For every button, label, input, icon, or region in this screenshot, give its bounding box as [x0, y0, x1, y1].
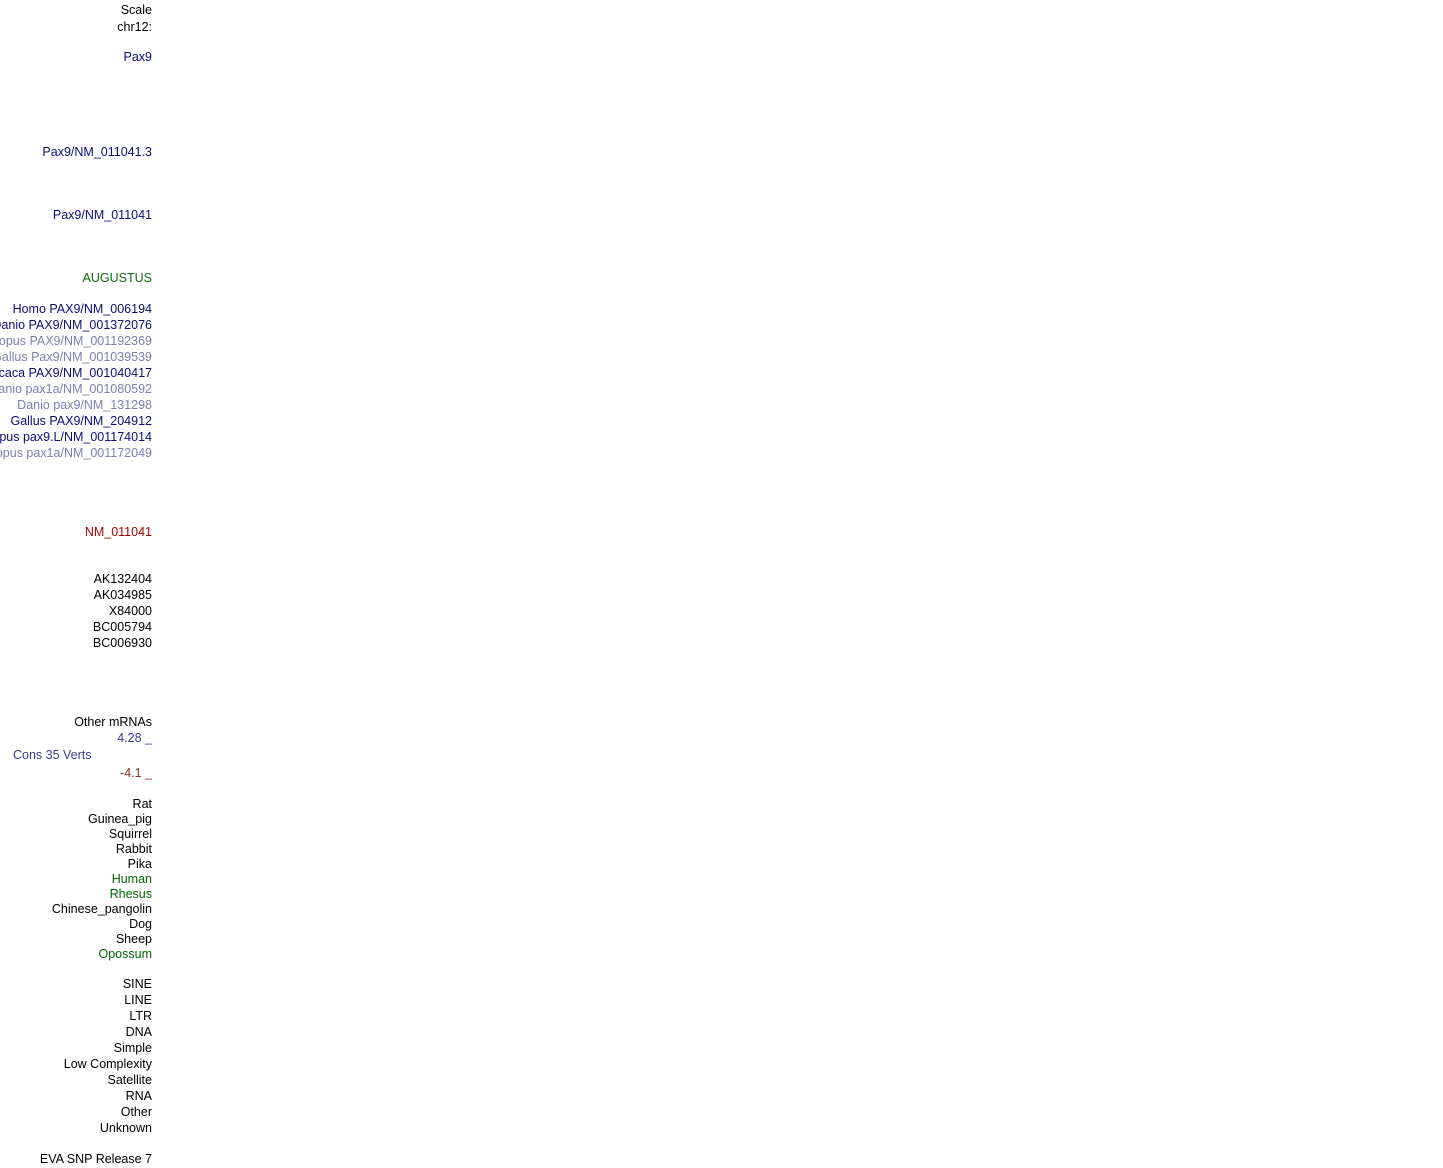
- other-refseq-item[interactable]: Danio pax1a/NM_001080592: [0, 382, 152, 396]
- repeat-class-item[interactable]: Simple: [113, 1041, 152, 1055]
- repeat-class-item[interactable]: DNA: [125, 1025, 152, 1039]
- mrna-item[interactable]: X84000: [108, 604, 152, 618]
- other-refseq-item[interactable]: Danio pax9/NM_131298: [17, 398, 152, 412]
- repeat-class-item[interactable]: LINE: [124, 993, 152, 1007]
- species-item[interactable]: Rat: [132, 797, 152, 811]
- repeat-class-item[interactable]: Satellite: [107, 1073, 152, 1087]
- species-item[interactable]: Opossum: [98, 947, 153, 961]
- other-refseq-item[interactable]: Macaca PAX9/NM_001040417: [0, 366, 152, 380]
- species-item[interactable]: Dog: [129, 917, 152, 931]
- scale-label: Scale: [120, 3, 152, 17]
- repeat-class-item[interactable]: Unknown: [99, 1121, 152, 1135]
- other-mrnas-label[interactable]: Other mRNAs: [74, 715, 152, 729]
- species-item[interactable]: Sheep: [115, 932, 152, 946]
- species-item[interactable]: Rhesus: [109, 887, 152, 901]
- other-refseq-item[interactable]: Danio PAX9/NM_001372076: [0, 318, 152, 332]
- other-refseq-item[interactable]: Gallus Pax9/NM_001039539: [0, 350, 152, 364]
- refseq-mrna-label[interactable]: NM_011041: [84, 525, 152, 539]
- mrna-item[interactable]: AK034985: [93, 588, 152, 602]
- species-item[interactable]: Squirrel: [108, 827, 152, 841]
- chrom-label: chr12:: [117, 20, 152, 34]
- mrna-item[interactable]: BC005794: [92, 620, 152, 634]
- track-label-panel: Scale chr12: Pax9 Pax9/NM_011041.3 Pax9/…: [0, 0, 152, 1168]
- track-data-area[interactable]: [152, 0, 1443, 1168]
- species-item[interactable]: Rabbit: [115, 842, 152, 856]
- augustus-label[interactable]: AUGUSTUS: [82, 271, 152, 285]
- mrna-item[interactable]: AK132404: [93, 572, 152, 586]
- other-refseq-item[interactable]: Xenopus pax9.L/NM_001174014: [0, 430, 152, 444]
- other-refseq-item[interactable]: Gallus PAX9/NM_204912: [10, 414, 152, 428]
- repeat-class-item[interactable]: LTR: [129, 1009, 152, 1023]
- species-item[interactable]: Chinese_pangolin: [51, 902, 152, 916]
- mrna-item[interactable]: BC006930: [92, 636, 152, 650]
- cons-track-name[interactable]: Cons 35 Verts: [13, 748, 92, 762]
- repeat-class-item[interactable]: RNA: [125, 1089, 152, 1103]
- species-item[interactable]: Human: [111, 872, 152, 886]
- other-refseq-item[interactable]: Xenopus PAX9/NM_001192369: [0, 334, 152, 348]
- refseq-curated-label[interactable]: Pax9/NM_011041.3: [42, 145, 152, 159]
- species-item[interactable]: Pika: [127, 857, 152, 871]
- refseq-all-label[interactable]: Pax9/NM_011041: [52, 208, 152, 222]
- cons-max-label: 4.28 _: [117, 731, 152, 745]
- species-item[interactable]: Guinea_pig: [88, 812, 152, 826]
- snp-track-label[interactable]: EVA SNP Release 7: [39, 1152, 152, 1166]
- other-refseq-item[interactable]: Homo PAX9/NM_006194: [12, 302, 152, 316]
- cons-min-label: -4.1 _: [120, 766, 152, 780]
- other-refseq-item[interactable]: Xenopus pax1a/NM_001172049: [0, 446, 152, 460]
- repeat-class-item[interactable]: Other: [120, 1105, 152, 1119]
- repeat-class-item[interactable]: SINE: [122, 977, 152, 991]
- repeat-class-item[interactable]: Low Complexity: [63, 1057, 152, 1071]
- gene-symbol-label[interactable]: Pax9: [123, 50, 153, 64]
